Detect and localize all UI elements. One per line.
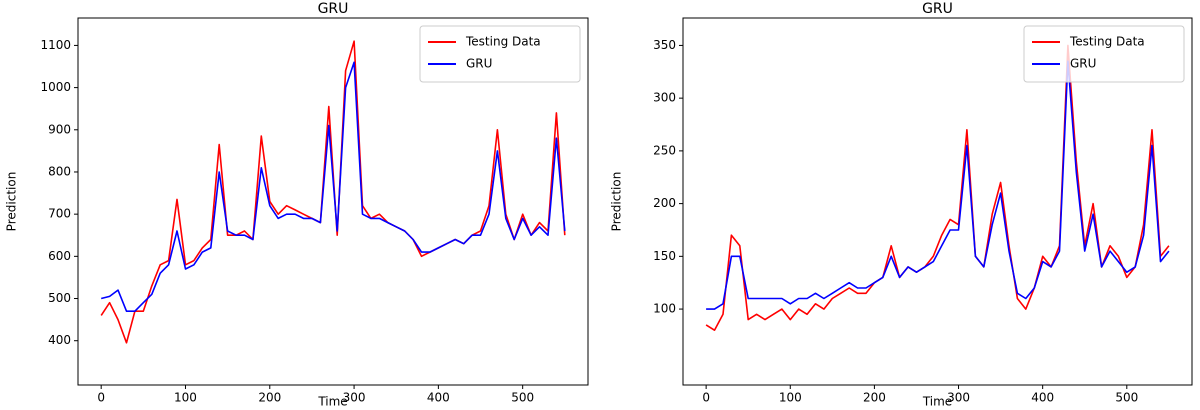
plot: GRU Time Prediction 0 100 200 300 400 500 100 150 2… [610, 1, 1193, 409]
y-tick-label: 400 [48, 333, 71, 347]
legend-label: Testing Data [465, 35, 541, 49]
chart-title: GRU [318, 1, 349, 17]
y-tick-label: 1100 [40, 38, 71, 52]
axes-frame [682, 17, 1193, 386]
y-tick-label: 800 [48, 164, 71, 178]
y-tick-label: 900 [48, 122, 71, 136]
x-tick-label: 400 [427, 391, 450, 405]
x-tick-label: 0 [702, 391, 710, 405]
legend-box [419, 25, 581, 83]
x-tick-label: 100 [779, 391, 802, 405]
x-tick-label: 300 [947, 391, 970, 405]
x-axis-label: Time [317, 395, 347, 409]
y-tick-label: 150 [653, 249, 676, 263]
x-tick-label: 300 [343, 391, 366, 405]
series-line [706, 60, 1170, 310]
x-tick-label: 400 [1031, 391, 1054, 405]
legend-box [1023, 25, 1185, 83]
y-tick-label: 200 [653, 196, 676, 210]
legend-label: GRU [466, 57, 492, 71]
legend-label: Testing Data [1069, 35, 1145, 49]
x-tick-label: 100 [174, 391, 197, 405]
y-tick-label: 350 [653, 38, 676, 52]
y-tick-label: 250 [653, 143, 676, 157]
y-tick-label: 100 [653, 302, 676, 316]
x-tick-label: 500 [511, 391, 534, 405]
legend-label: GRU [1070, 57, 1096, 71]
y-tick-label: 500 [48, 291, 71, 305]
series-line [705, 44, 1170, 331]
x-tick-label: 500 [1115, 391, 1138, 405]
legend: Testing Data GRU [1023, 25, 1185, 83]
plot: GRU Time Prediction 0 100 200 300 400 500 400 500 6… [5, 1, 589, 409]
y-tick-label: 1000 [40, 80, 71, 94]
y-tick-label: 600 [48, 249, 71, 263]
y-tick-label: 300 [653, 91, 676, 105]
axes-frame [77, 17, 589, 386]
chart-title: GRU [922, 1, 953, 17]
legend: Testing Data GRU [419, 25, 581, 83]
x-tick-label: 200 [258, 391, 281, 405]
x-axis-label: Time [922, 395, 952, 409]
series-line [100, 40, 566, 344]
series-line [101, 61, 566, 312]
y-axis-label: Prediction [610, 172, 624, 232]
x-tick-label: 0 [97, 391, 105, 405]
x-tick-label: 200 [863, 391, 886, 405]
y-axis-label: Prediction [5, 172, 19, 232]
y-tick-label: 700 [48, 207, 71, 221]
